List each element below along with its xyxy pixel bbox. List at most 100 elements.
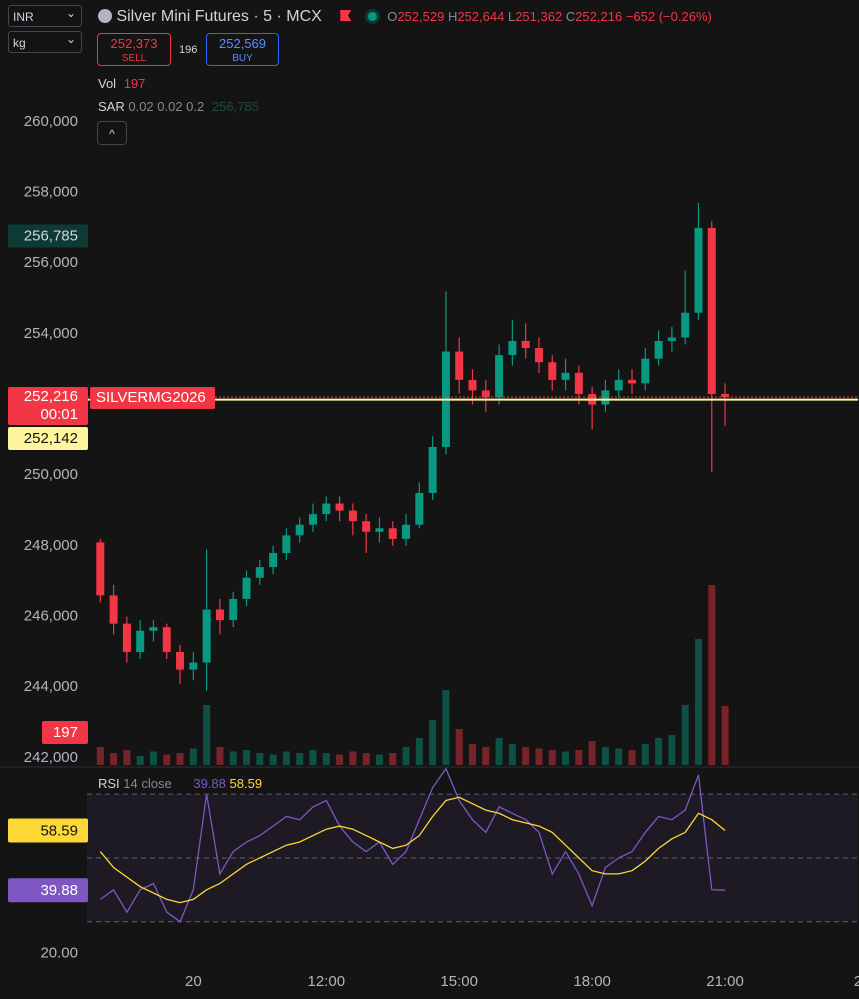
unit-select[interactable]: kg [8, 28, 82, 53]
volume-bar [562, 751, 570, 765]
y-tick-label: 246,000 [24, 608, 78, 625]
candle-body [468, 379, 477, 391]
candle-body [694, 227, 703, 313]
volume-bar [110, 753, 118, 765]
volume-bar [721, 705, 729, 765]
rsi-value: 39.88 [193, 776, 226, 791]
h-label: H [447, 9, 458, 24]
candle-body [242, 577, 251, 599]
candle-body [308, 514, 317, 525]
l-label: L [507, 9, 516, 24]
sar-legend: SAR 0.02 0.02 0.2 256,785 [98, 99, 259, 114]
collapse-button[interactable]: ^ [97, 121, 127, 145]
volume-bar [628, 750, 636, 765]
rsi-tag-label: 39.88 [40, 882, 78, 899]
volume-bar [668, 735, 676, 765]
volume-bar [136, 756, 144, 765]
candle-body [96, 542, 105, 596]
volume-bar [681, 705, 689, 765]
symbol-label: SILVERMG2026 [96, 389, 206, 406]
volume-bar [349, 751, 357, 765]
volume-bar [469, 744, 476, 765]
candle-body [654, 340, 663, 359]
candle-body [202, 609, 211, 663]
candle-body [375, 528, 384, 532]
volume-bar [149, 751, 157, 765]
volume-bar [535, 748, 543, 765]
y-tick-label: 260,000 [24, 113, 78, 130]
sar-label: SAR [98, 99, 125, 114]
volume-bar [455, 729, 463, 765]
hover-price-tag [8, 224, 88, 248]
candle-body [614, 379, 623, 391]
rsi-tick-label: 20.00 [40, 945, 78, 962]
volume-bar [362, 753, 370, 765]
volume-tag-label: 197 [53, 724, 78, 741]
x-tick-label: 18:00 [573, 973, 611, 990]
y-tick-label: 242,000 [24, 749, 78, 766]
candle-body [322, 503, 331, 515]
candle-body [402, 524, 411, 539]
rsi-ma-tag-label: 58.59 [40, 823, 78, 840]
candle-body [415, 492, 424, 525]
y-tick-label: 248,000 [24, 537, 78, 554]
candle-body [136, 630, 145, 652]
candle-body [295, 524, 304, 536]
volume-bar [601, 747, 609, 765]
volume-bar [415, 738, 423, 765]
o-value: 252,529 [397, 9, 445, 24]
candle-body [548, 362, 557, 380]
x-tick-label: 20 [185, 973, 202, 990]
buy-price: 252,569 [219, 36, 266, 51]
volume-bar [203, 705, 211, 765]
volume-bar [482, 747, 490, 765]
rsi-ma-tag [8, 818, 88, 843]
volume-bar [575, 750, 583, 765]
x-tick-label: 2 [854, 973, 859, 990]
candle-body [229, 598, 238, 621]
candle-body [481, 390, 490, 398]
flag-icon[interactable] [340, 10, 352, 21]
volume-bar [322, 753, 330, 765]
rsi-band [87, 794, 858, 922]
volume-bar [216, 747, 224, 765]
y-tick-label: 244,000 [24, 678, 78, 695]
rsi-params: 14 close [123, 776, 172, 791]
rsi-tag [8, 878, 88, 903]
candle-body [149, 627, 158, 631]
o-label: O [387, 9, 398, 24]
buy-label: BUY [232, 53, 253, 64]
candle-body [428, 446, 437, 493]
volume-bar [442, 690, 450, 765]
sar-value: 256,785 [211, 99, 259, 114]
volume-bar [429, 720, 437, 765]
sell-button[interactable]: 252,373 SELL [97, 33, 171, 66]
candle-body [707, 227, 716, 394]
symbol-icon [98, 9, 112, 23]
volume-bar [282, 751, 290, 765]
h-value: 252,644 [457, 9, 505, 24]
change: −652 (−0.26%) [625, 9, 712, 24]
volume-bar [189, 748, 197, 765]
hover-price-label: 256,785 [24, 227, 78, 244]
sell-price: 252,373 [110, 36, 158, 51]
rsi-legend: RSI 14 close 39.88 58.59 [98, 776, 262, 791]
second-price-tag [8, 426, 88, 450]
candle-body [534, 348, 543, 363]
volume-bar [522, 747, 530, 765]
candle-body [574, 372, 583, 394]
buy-button[interactable]: 252,569 BUY [206, 33, 279, 66]
candle-body [335, 503, 344, 511]
rsi-line [99, 767, 726, 923]
candle-body [109, 595, 118, 624]
candle-body [215, 609, 224, 621]
volume-tag [42, 721, 88, 744]
volume-bar [641, 744, 649, 765]
candle-body [282, 535, 291, 553]
currency-select[interactable]: INR [8, 2, 82, 27]
volume-bar [508, 744, 516, 765]
last-price-label: 252,216 [24, 388, 78, 405]
volume-bar [256, 753, 264, 765]
